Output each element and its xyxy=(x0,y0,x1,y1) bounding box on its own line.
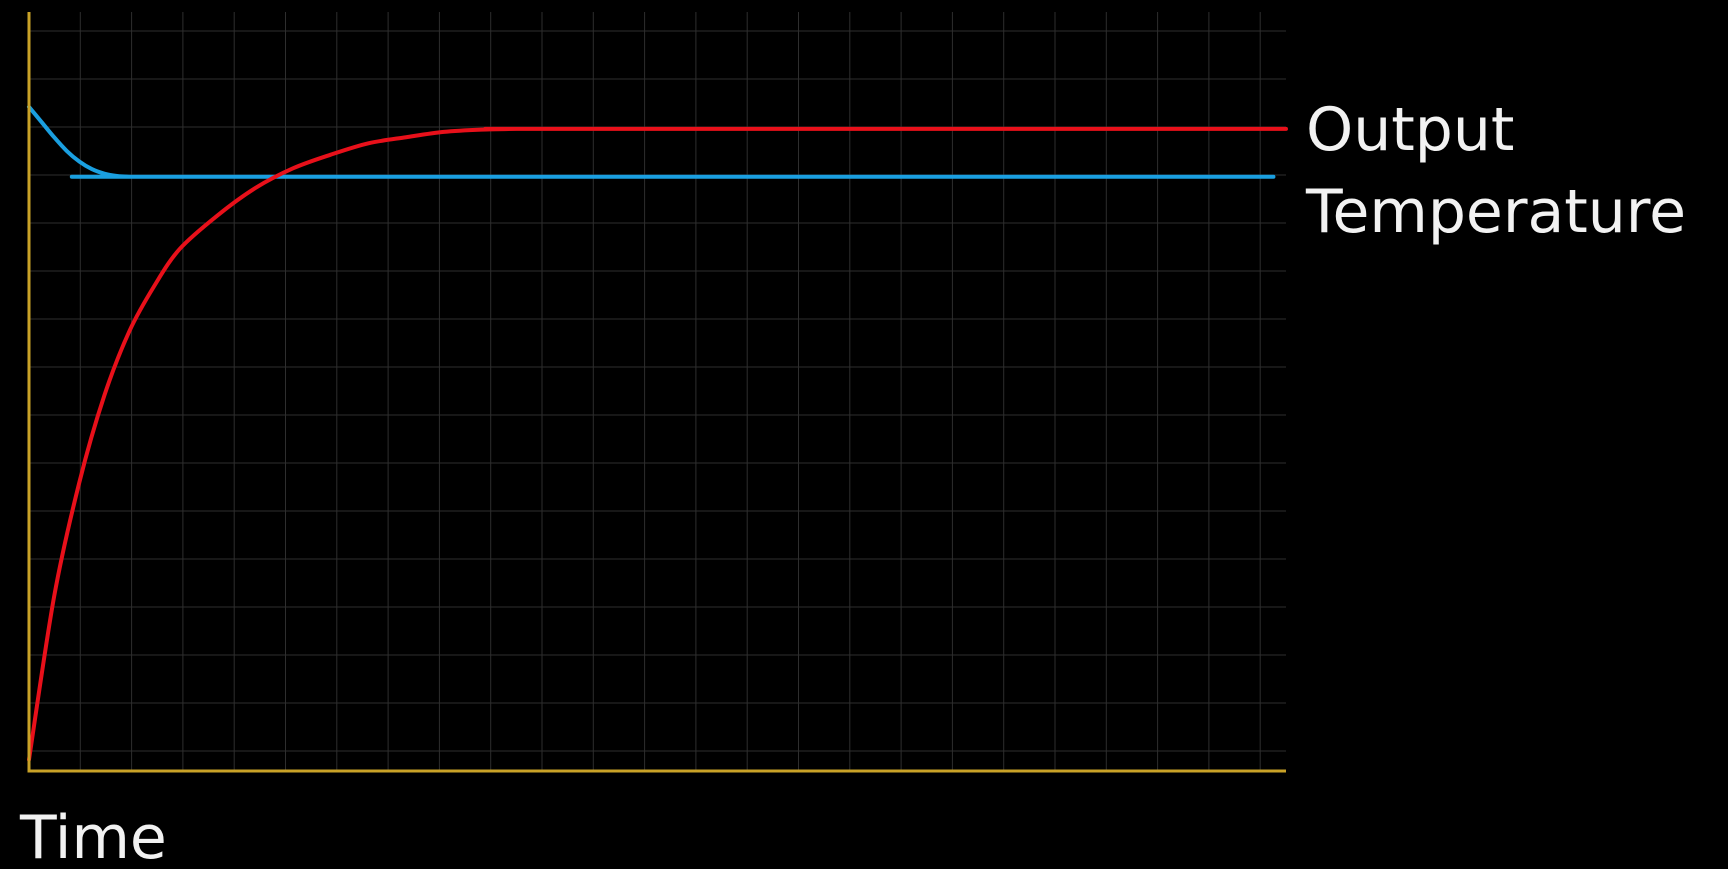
series-label-output: Output xyxy=(1306,95,1515,165)
series-line-output xyxy=(27,104,1276,179)
series-label-temperature: Temperature xyxy=(1306,177,1687,247)
x-axis-label: Time xyxy=(20,803,167,869)
series-line-temperature xyxy=(27,126,1288,762)
grid-layer xyxy=(29,12,1286,771)
series-layer xyxy=(27,104,1288,762)
axis-layer xyxy=(27,12,1286,773)
